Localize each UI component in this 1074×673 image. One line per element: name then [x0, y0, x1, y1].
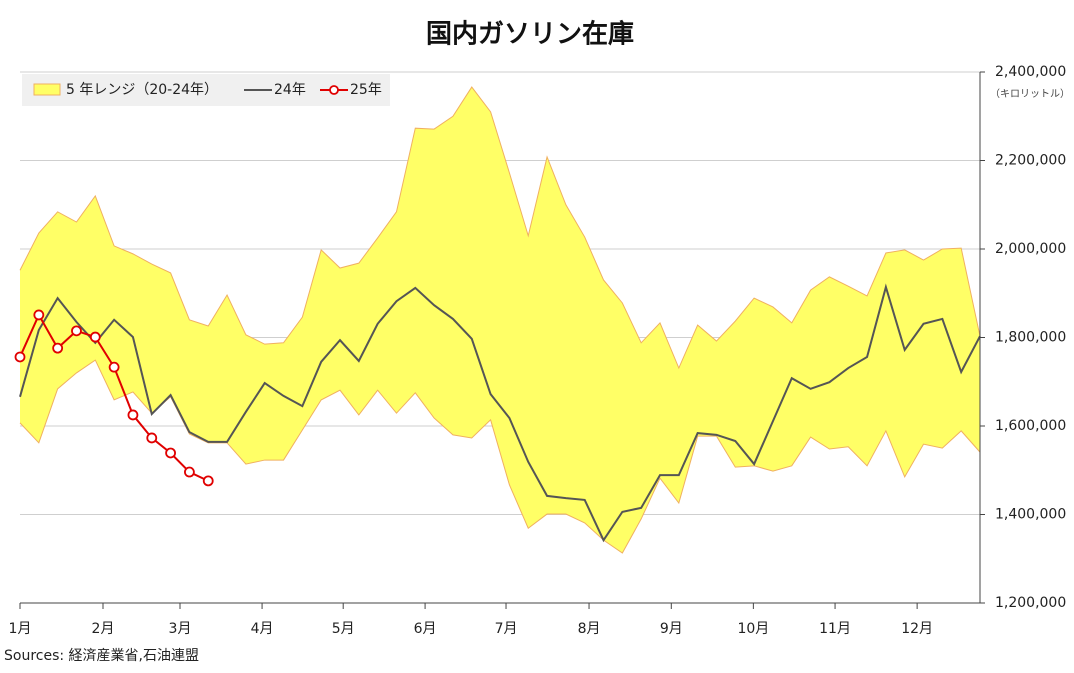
unit-label: （キロリットル） [990, 88, 1070, 100]
series-marker [33, 309, 45, 321]
x-tick-label: 3月 [169, 621, 192, 637]
legend-marker [329, 85, 339, 95]
legend-label: 25年 [350, 82, 382, 98]
series-marker [146, 432, 158, 444]
chart-title: 国内ガソリン在庫 [426, 20, 634, 50]
y-tick-label: 1,600,000 [995, 418, 1066, 434]
y-tick-label: 2,200,000 [995, 153, 1066, 169]
range-band [20, 87, 980, 553]
band-high-edge [19, 86, 981, 370]
series-marker [127, 409, 139, 421]
legend-label: 5 年レンジ（20-24年） [66, 82, 218, 98]
y-tick-label: 2,000,000 [995, 241, 1066, 257]
legend: 5 年レンジ（20-24年） 24年 25年 [22, 74, 390, 106]
series-marker [165, 447, 176, 459]
x-tick-label: 4月 [251, 621, 274, 637]
y-tick-label: 1,800,000 [995, 330, 1066, 346]
legend-swatch [33, 83, 61, 96]
y-tick-label: 2,400,000 [995, 64, 1066, 80]
x-tick-label: 8月 [578, 621, 601, 637]
series-marker [71, 325, 82, 337]
series-marker [52, 342, 64, 354]
x-tick-label: 12月 [901, 621, 933, 637]
series-marker [89, 331, 101, 343]
series-marker [184, 466, 195, 478]
x-tick-label: 6月 [414, 621, 437, 637]
series-marker [202, 475, 214, 487]
y-tick-label: 1,400,000 [995, 507, 1066, 523]
x-tick-label: 2月 [92, 621, 115, 637]
x-tick-label: 7月 [495, 621, 518, 637]
x-tick-label: 1月 [9, 621, 32, 637]
series-line [19, 283, 981, 543]
series-marker [108, 361, 120, 373]
source: Sources: 経済産業省,石油連盟 [4, 648, 199, 664]
legend-label: 24年 [274, 82, 306, 98]
x-tick-label: 9月 [660, 621, 683, 637]
series-marker [14, 351, 26, 363]
y-tick-label: 1,200,000 [995, 595, 1066, 611]
x-tick-label: 5月 [332, 621, 355, 637]
x-tick-label: 10月 [737, 621, 769, 637]
x-tick-label: 11月 [819, 621, 851, 637]
